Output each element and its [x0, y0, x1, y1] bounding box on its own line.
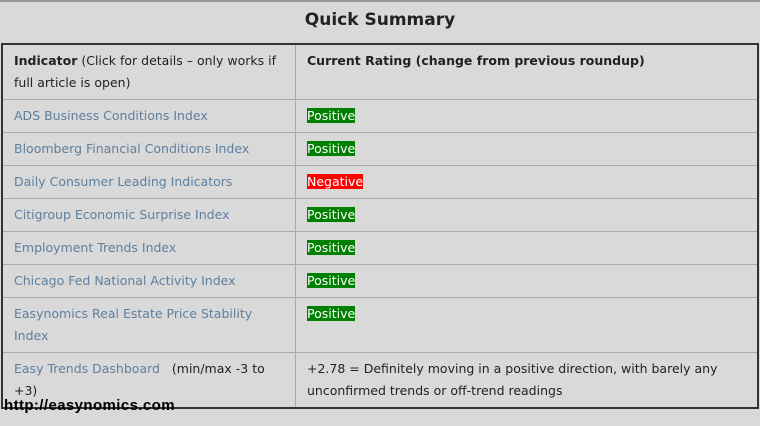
rating-badge: Positive — [307, 207, 356, 222]
indicator-cell: Employment Trends Index — [1, 231, 296, 265]
indicator-link[interactable]: Daily Consumer Leading Indicators — [14, 174, 233, 189]
indicator-cell: Chicago Fed National Activity Index — [1, 264, 296, 298]
dashboard-row: Easy Trends Dashboard (min/max -3 to +3)… — [1, 352, 759, 409]
indicator-link[interactable]: Bloomberg Financial Conditions Index — [14, 141, 250, 156]
rating-cell: Positive — [295, 198, 759, 232]
indicator-link[interactable]: Chicago Fed National Activity Index — [14, 273, 236, 288]
rating-cell: Positive — [295, 132, 759, 166]
table-row: Daily Consumer Leading Indicators Negativ… — [1, 165, 759, 199]
table-row: Employment Trends Index Positive — [1, 231, 759, 265]
rating-badge: Positive — [307, 141, 356, 156]
indicator-link[interactable]: ADS Business Conditions Index — [14, 108, 208, 123]
indicator-header-label: Indicator — [14, 53, 78, 68]
rating-header: Current Rating (change from previous rou… — [295, 43, 759, 100]
indicator-cell: Daily Consumer Leading Indicators — [1, 165, 296, 199]
dashboard-value: +2.78 = Definitely moving in a positive … — [295, 352, 759, 409]
rating-header-label: Current Rating (change from previous rou… — [307, 53, 645, 68]
table-header-row: Indicator (Click for details – only work… — [1, 43, 759, 100]
table-row: Easynomics Real Estate Price Stability I… — [1, 297, 759, 353]
dashboard-link[interactable]: Easy Trends Dashboard — [14, 361, 160, 376]
rating-badge: Positive — [307, 273, 356, 288]
indicator-header-note: (Click for details – only works if full … — [14, 53, 276, 90]
indicator-cell: Citigroup Economic Surprise Index — [1, 198, 296, 232]
table-row: ADS Business Conditions Index Positive — [1, 99, 759, 133]
page-title: Quick Summary — [304, 10, 456, 30]
indicator-cell: ADS Business Conditions Index — [1, 99, 296, 133]
indicator-link[interactable]: Employment Trends Index — [14, 240, 177, 255]
footer-url: http://easynomics.com — [4, 397, 175, 414]
summary-table: Indicator (Click for details – only work… — [1, 43, 759, 409]
indicator-cell: Easynomics Real Estate Price Stability I… — [1, 297, 296, 353]
top-divider — [0, 0, 760, 2]
rating-cell: Positive — [295, 231, 759, 265]
rating-cell: Positive — [295, 99, 759, 133]
indicator-link[interactable]: Citigroup Economic Surprise Index — [14, 207, 230, 222]
indicator-header: Indicator (Click for details – only work… — [1, 43, 296, 100]
rating-badge: Negative — [307, 174, 364, 189]
rating-badge: Positive — [307, 108, 356, 123]
rating-cell: Positive — [295, 264, 759, 298]
rating-cell: Negative — [295, 165, 759, 199]
dashboard-range: (min/max -3 to +3) — [14, 361, 265, 398]
rating-badge: Positive — [307, 240, 356, 255]
indicator-link[interactable]: Easynomics Real Estate Price Stability I… — [14, 306, 253, 343]
rating-cell: Positive — [295, 297, 759, 353]
rating-badge: Positive — [307, 306, 356, 321]
dashboard-cell: Easy Trends Dashboard (min/max -3 to +3) — [1, 352, 296, 409]
table-row: Bloomberg Financial Conditions Index Posi… — [1, 132, 759, 166]
table-row: Citigroup Economic Surprise Index Positiv… — [1, 198, 759, 232]
table-row: Chicago Fed National Activity Index Posit… — [1, 264, 759, 298]
indicator-cell: Bloomberg Financial Conditions Index — [1, 132, 296, 166]
